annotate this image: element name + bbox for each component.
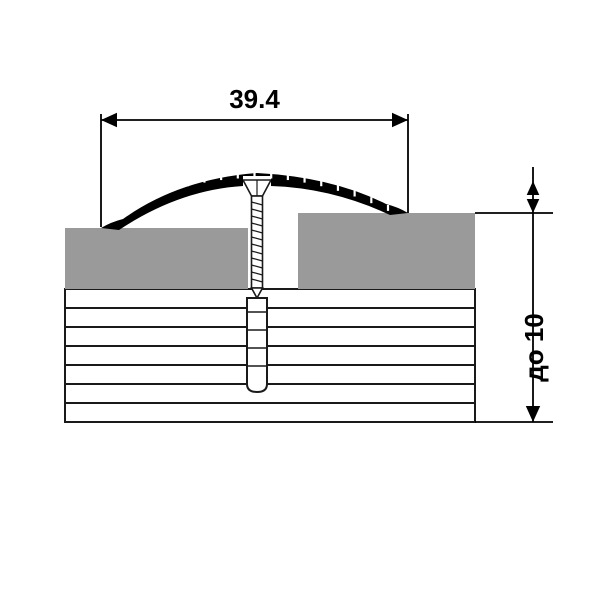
cross-section-diagram: 39.4 до 10 [0,0,600,600]
subfloor [65,289,475,422]
floor-right [298,213,475,289]
plug [247,298,267,392]
dim-width-label: 39.4 [229,84,280,114]
floor-left [65,228,248,289]
dim-height-label: до 10 [519,313,549,382]
